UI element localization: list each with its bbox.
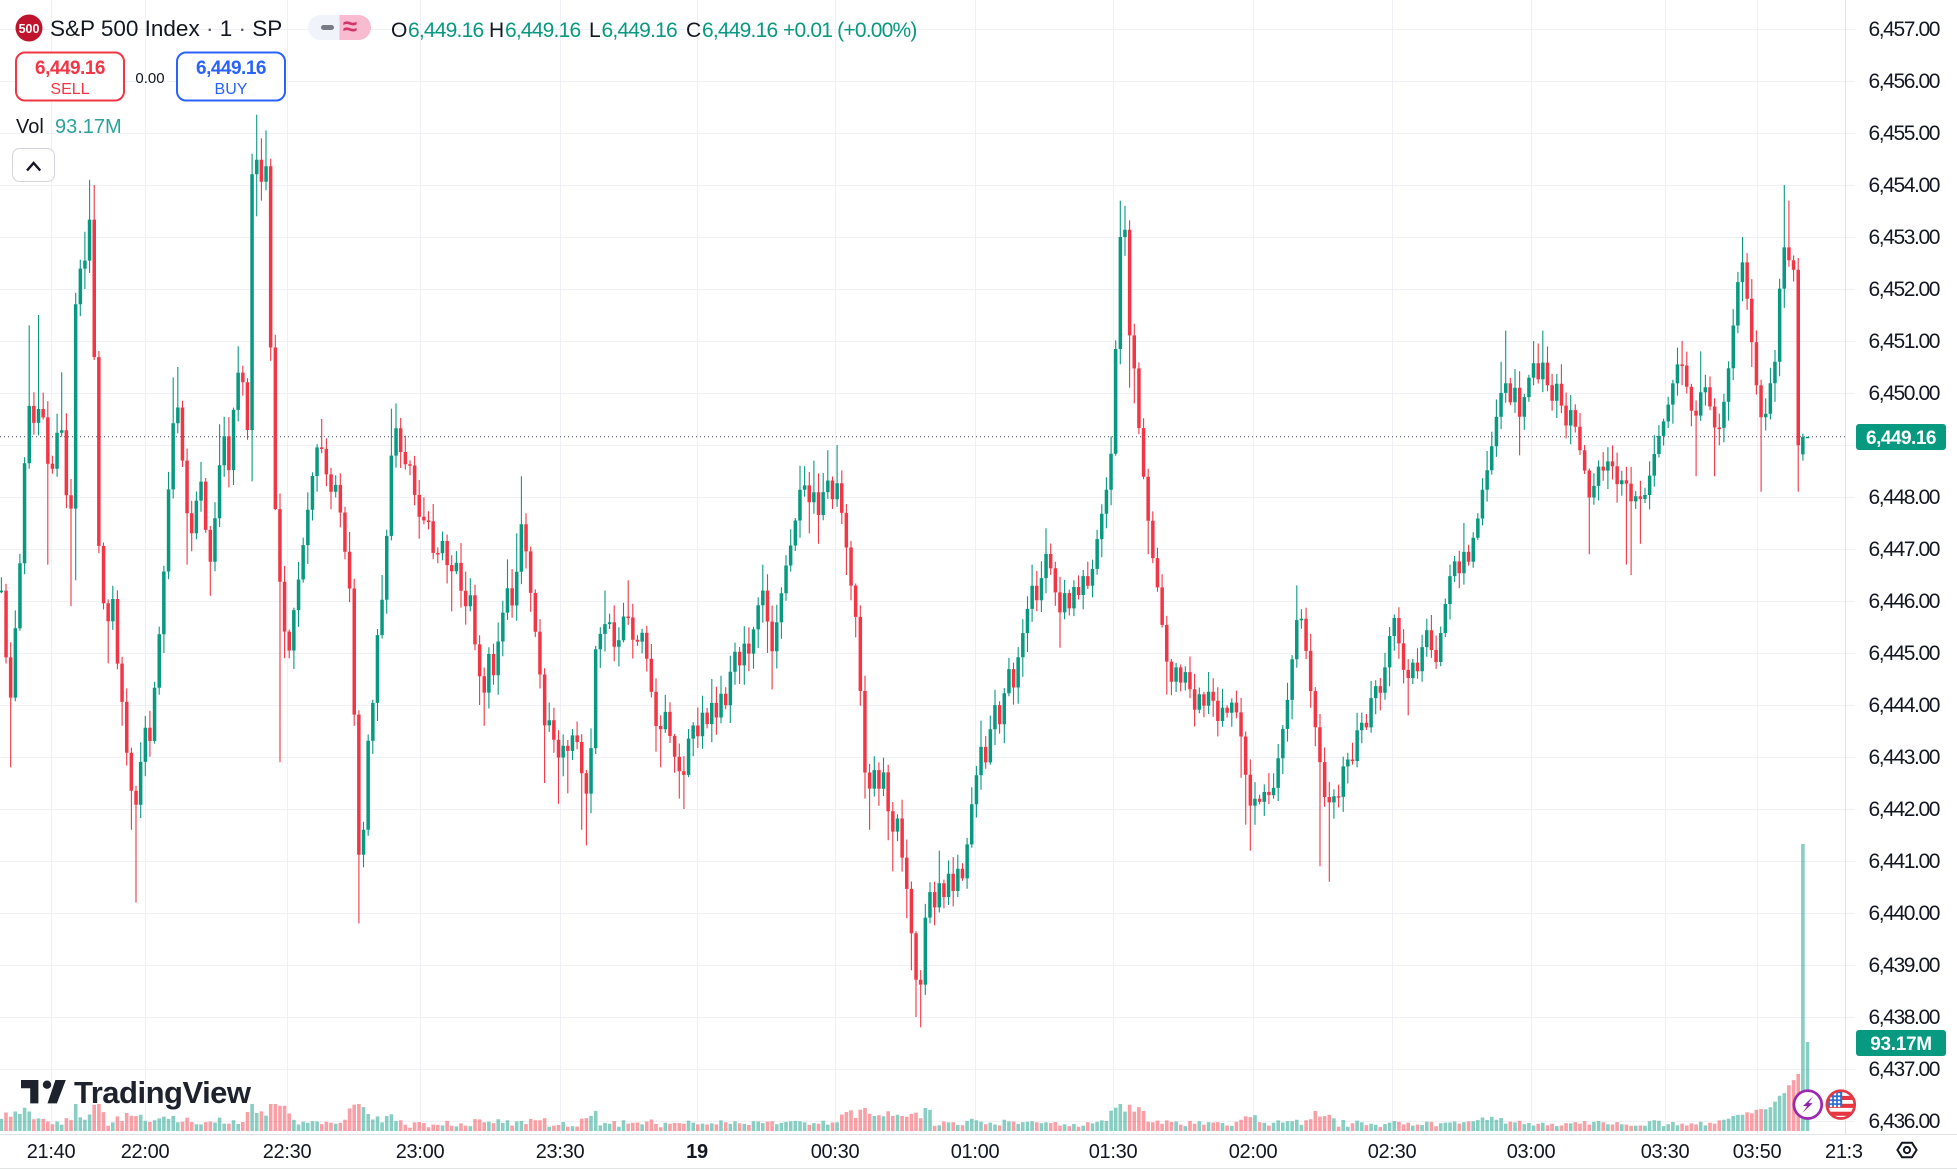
- svg-text:22:00: 22:00: [121, 1141, 170, 1163]
- svg-text:19: 19: [686, 1141, 708, 1163]
- svg-text:L: L: [589, 19, 600, 42]
- svg-text:23:30: 23:30: [536, 1141, 585, 1163]
- svg-text:03:50: 03:50: [1733, 1141, 1782, 1163]
- svg-text:03:30: 03:30: [1641, 1141, 1690, 1163]
- svg-text:SELL: SELL: [50, 81, 89, 98]
- svg-text:6,454.00: 6,454.00: [1868, 174, 1939, 197]
- svg-text:+0.01 (+0.00%): +0.01 (+0.00%): [783, 19, 917, 42]
- svg-text:02:30: 02:30: [1368, 1141, 1417, 1163]
- svg-text:6,456.00: 6,456.00: [1868, 70, 1939, 93]
- svg-text:6,436.00: 6,436.00: [1868, 1110, 1939, 1133]
- svg-text:6,449.16: 6,449.16: [408, 19, 483, 42]
- svg-text:01:00: 01:00: [951, 1141, 1000, 1163]
- svg-text:6,444.00: 6,444.00: [1868, 694, 1939, 717]
- svg-text:6,449.16: 6,449.16: [505, 19, 580, 42]
- svg-text:C: C: [686, 19, 701, 42]
- svg-text:6,449.16: 6,449.16: [35, 58, 105, 79]
- svg-text:Vol: Vol: [16, 116, 44, 138]
- svg-text:500: 500: [19, 22, 40, 36]
- svg-text:21:3: 21:3: [1825, 1141, 1863, 1163]
- svg-text:6,438.00: 6,438.00: [1868, 1006, 1939, 1029]
- svg-text:6,441.00: 6,441.00: [1868, 850, 1939, 873]
- svg-text:6,437.00: 6,437.00: [1868, 1058, 1939, 1081]
- svg-text:22:30: 22:30: [263, 1141, 312, 1163]
- svg-text:0.00: 0.00: [135, 70, 164, 87]
- svg-text:6,446.00: 6,446.00: [1868, 590, 1939, 613]
- svg-text:02:00: 02:00: [1229, 1141, 1278, 1163]
- svg-text:6,457.00: 6,457.00: [1868, 18, 1939, 41]
- svg-text:6,449.16: 6,449.16: [702, 19, 777, 42]
- svg-text:H: H: [489, 19, 503, 42]
- svg-text:93.17M: 93.17M: [55, 116, 122, 138]
- svg-text:93.17M: 93.17M: [1870, 1034, 1932, 1055]
- svg-text:00:30: 00:30: [811, 1141, 860, 1163]
- svg-text:01:30: 01:30: [1089, 1141, 1138, 1163]
- svg-text:6,452.00: 6,452.00: [1868, 278, 1939, 301]
- svg-text:BUY: BUY: [215, 81, 248, 98]
- svg-text:03:00: 03:00: [1507, 1141, 1556, 1163]
- svg-text:S&P 500 Index · 1 · SP: S&P 500 Index · 1 · SP: [50, 16, 282, 41]
- svg-text:TradingView: TradingView: [74, 1075, 252, 1110]
- svg-text:6,450.00: 6,450.00: [1868, 382, 1939, 405]
- svg-text:6,449.16: 6,449.16: [602, 19, 677, 42]
- svg-text:6,445.00: 6,445.00: [1868, 642, 1939, 665]
- svg-text:23:00: 23:00: [396, 1141, 445, 1163]
- svg-text:6,439.00: 6,439.00: [1868, 954, 1939, 977]
- svg-text:6,453.00: 6,453.00: [1868, 226, 1939, 249]
- svg-text:≈: ≈: [343, 11, 357, 41]
- svg-text:6,455.00: 6,455.00: [1868, 122, 1939, 145]
- svg-text:O: O: [391, 19, 407, 42]
- svg-text:6,448.00: 6,448.00: [1868, 486, 1939, 509]
- svg-text:6,447.00: 6,447.00: [1868, 538, 1939, 561]
- svg-text:6,442.00: 6,442.00: [1868, 798, 1939, 821]
- svg-text:6,449.16: 6,449.16: [1866, 428, 1936, 449]
- svg-text:6,449.16: 6,449.16: [196, 58, 266, 79]
- svg-text:6,451.00: 6,451.00: [1868, 330, 1939, 353]
- svg-text:6,443.00: 6,443.00: [1868, 746, 1939, 769]
- svg-text:6,440.00: 6,440.00: [1868, 902, 1939, 925]
- svg-text:21:40: 21:40: [27, 1141, 76, 1163]
